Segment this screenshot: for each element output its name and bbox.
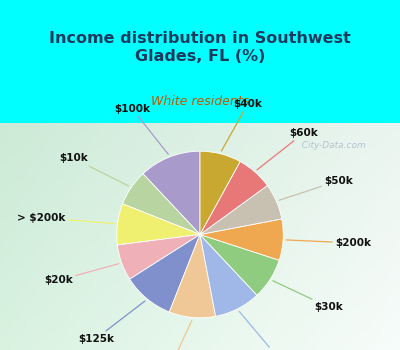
Text: White residents: White residents — [151, 95, 249, 108]
Text: $60k: $60k — [257, 128, 318, 170]
Text: $200k: $200k — [286, 238, 371, 248]
Text: $30k: $30k — [273, 281, 343, 312]
Text: $10k: $10k — [59, 154, 129, 186]
Text: $100k: $100k — [114, 104, 168, 154]
Wedge shape — [122, 174, 200, 234]
Text: $50k: $50k — [279, 176, 353, 200]
Wedge shape — [169, 234, 216, 318]
Wedge shape — [200, 234, 257, 316]
Wedge shape — [200, 161, 267, 234]
Wedge shape — [117, 204, 200, 245]
Wedge shape — [117, 234, 200, 279]
Text: $125k: $125k — [78, 301, 145, 344]
Text: $20k: $20k — [44, 264, 119, 285]
Wedge shape — [130, 234, 200, 312]
Text: $40k: $40k — [222, 98, 262, 151]
Text: Income distribution in Southwest
Glades, FL (%): Income distribution in Southwest Glades,… — [49, 31, 351, 64]
Text: City-Data.com: City-Data.com — [296, 141, 366, 150]
Text: $150k: $150k — [151, 320, 192, 350]
Wedge shape — [200, 186, 282, 234]
Wedge shape — [200, 234, 279, 295]
Text: > $200k: > $200k — [18, 212, 114, 224]
Wedge shape — [200, 151, 240, 234]
Wedge shape — [143, 151, 200, 234]
Text: $75k: $75k — [239, 312, 290, 350]
Wedge shape — [200, 219, 283, 260]
